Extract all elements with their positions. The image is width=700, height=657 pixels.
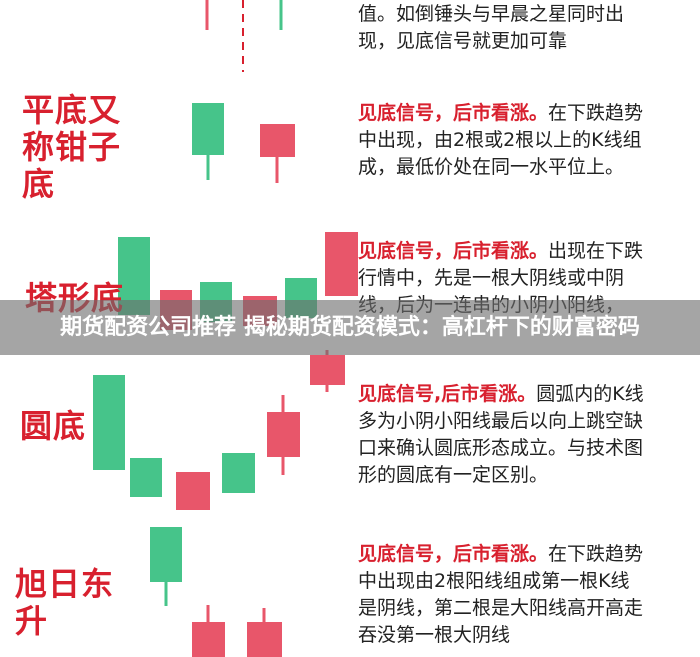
banner: 期货配资公司推荐 揭秘期货配资模式：高杠杆下的财富密码 xyxy=(0,300,700,355)
pattern-title: 旭日东升 xyxy=(15,565,115,640)
pattern-title: 圆底 xyxy=(20,407,87,445)
pattern-title: 平底又称钳子底 xyxy=(22,91,122,203)
description: 见底信号，后市看涨。在下跌趋势中出现由2根阳线组成第一根K线是阴线，第二根是大阳… xyxy=(358,541,648,649)
description: 见底信号，后市看涨。在下跌趋势中出现，由2根或2根以上的K线组成，最低价处在同一… xyxy=(358,100,648,181)
text: 在下跌趋势中出现，由2根或2根以上的K线组成，最低价处在同一水平位上。 xyxy=(358,102,644,178)
lead: 见底信号，后市看涨。 xyxy=(358,102,549,124)
text: 在下跌趋势中出现由2根阳线组成第一根K线是阴线，第二根是大阳线高开高走吞没第一根… xyxy=(358,543,644,646)
text: 圆弧内的K线多为小阴小阳线最后以向上跳空缺口来确认圆底形态成立。与技术图形的圆底… xyxy=(358,383,644,486)
description: 见底信号,后市看涨。圆弧内的K线多为小阴小阳线最后以向上跳空缺口来确认圆底形态成… xyxy=(358,381,648,489)
lead: 见底信号,后市看涨。 xyxy=(358,383,537,405)
lead: 见底信号，后市看涨。 xyxy=(358,543,549,565)
text: 值。如倒锤头与早晨之星同时出现，见底信号就更加可靠 xyxy=(358,3,625,52)
lead: 见底信号，后市看涨。 xyxy=(358,240,549,262)
description: 值。如倒锤头与早晨之星同时出现，见底信号就更加可靠 xyxy=(358,1,648,55)
